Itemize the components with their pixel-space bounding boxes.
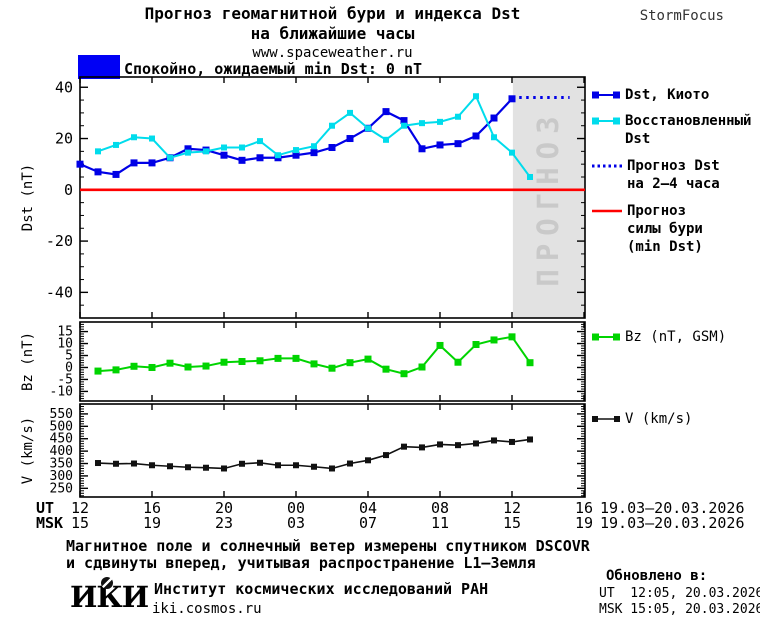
msk-row-label: MSK <box>36 514 63 532</box>
ut-date-range: 19.03–20.03.2026 <box>600 499 745 517</box>
svg-text:-20: -20 <box>46 232 73 250</box>
dst-restored-legend-swatch <box>592 117 620 125</box>
msk-tick: 19 <box>575 514 593 532</box>
svg-text:0: 0 <box>65 360 73 375</box>
msk-tick: 11 <box>431 514 449 532</box>
chart-header: Прогноз геомагнитной бури и индекса Dst … <box>80 4 585 61</box>
msk-tick: 07 <box>359 514 377 532</box>
svg-text:550: 550 <box>50 407 73 422</box>
dst-forecast-legend-swatch <box>592 164 622 168</box>
dst-restored-series <box>95 93 533 180</box>
ut-tick: 08 <box>431 499 449 517</box>
legend-item-dst-kyoto: Dst, Киото <box>592 86 709 104</box>
legend-label: Восстановленный Dst <box>625 113 752 147</box>
ut-tick: 12 <box>503 499 521 517</box>
forecast-band <box>512 77 585 318</box>
msk-tick: 23 <box>215 514 233 532</box>
dst-axis-label: Dst (nT) <box>20 164 36 231</box>
updated-at-ut: UT 12:05, 20.03.2026 <box>599 586 760 601</box>
ut-tick: 20 <box>215 499 233 517</box>
svg-text:0: 0 <box>64 181 73 199</box>
page-subtitle: на ближайшие часы <box>250 24 415 43</box>
legend-label: Прогноз Dst на 2–4 часа <box>627 158 720 192</box>
measurement-note-line2: и сдвинуты вперед, учитывая распростране… <box>66 554 536 572</box>
svg-text:-5: -5 <box>57 372 73 387</box>
updated-at-label: Обновлено в: <box>606 568 708 584</box>
legend-label: Bz (nT, GSM) <box>625 329 727 345</box>
legend-label: Dst, Киото <box>625 87 710 103</box>
storm-forecast-legend-swatch <box>592 209 622 213</box>
ut-tick: 04 <box>359 499 377 517</box>
svg-text:40: 40 <box>55 78 73 96</box>
msk-tick: 15 <box>503 514 521 532</box>
bz-series <box>94 333 534 378</box>
ut-tick: 16 <box>143 499 161 517</box>
forecast-band-label: ПРОГНОЗ <box>531 108 565 286</box>
storm-status-label: Спокойно, ожидаемый min Dst: 0 nT <box>124 60 423 78</box>
bz-axis-label: Bz (nT) <box>20 332 36 391</box>
legend-item-v: V (km/s) <box>592 410 692 428</box>
legend-item-storm-forecast: Прогноз силы бури (min Dst) <box>592 202 703 256</box>
svg-text:350: 350 <box>50 457 73 472</box>
svg-text:450: 450 <box>50 432 73 447</box>
website-url: www.spaceweather.ru <box>252 45 413 61</box>
brand-label: StormFocus <box>639 8 724 24</box>
iki-logo-slashed-circle-icon <box>101 577 113 589</box>
iki-logo: ИКИ <box>70 577 149 614</box>
legend-label: V (km/s) <box>625 411 693 427</box>
svg-text:250: 250 <box>50 481 73 496</box>
legend-item-dst-forecast: Прогноз Dst на 2–4 часа <box>592 157 720 193</box>
svg-text:15: 15 <box>57 325 73 340</box>
msk-tick: 15 <box>71 514 89 532</box>
svg-text:300: 300 <box>50 469 73 484</box>
v-legend-swatch <box>592 416 620 422</box>
v-axis-label: V (km/s) <box>20 417 36 484</box>
svg-text:-40: -40 <box>46 283 73 301</box>
institute-site-url: iki.cosmos.ru <box>152 601 262 617</box>
dst-kyoto-legend-swatch <box>592 91 620 99</box>
updated-at-msk: MSK 15:05, 20.03.2026 <box>599 602 760 617</box>
v-series <box>95 436 533 472</box>
msk-tick: 19 <box>143 514 161 532</box>
storm-level-indicator <box>78 55 120 79</box>
legend-label: Прогноз силы бури (min Dst) <box>627 203 703 255</box>
svg-text:400: 400 <box>50 444 73 459</box>
ut-tick: 16 <box>575 499 593 517</box>
legend-item-dst-restored: Восстановленный Dst <box>592 112 751 148</box>
dst-kyoto-series <box>76 95 516 178</box>
svg-text:500: 500 <box>50 419 73 434</box>
measurement-note-line1: Магнитное поле и солнечный ветер измерен… <box>66 537 590 555</box>
bz-legend-swatch <box>592 333 620 341</box>
ut-tick: 00 <box>287 499 305 517</box>
svg-text:10: 10 <box>57 337 73 352</box>
ut-tick: 12 <box>71 499 89 517</box>
msk-date-range: 19.03–20.03.2026 <box>600 514 745 532</box>
msk-tick: 03 <box>287 514 305 532</box>
institute-name: Институт космических исследований РАН <box>154 580 489 598</box>
legend-item-bz: Bz (nT, GSM) <box>592 328 726 346</box>
svg-text:5: 5 <box>65 349 73 364</box>
svg-text:20: 20 <box>55 130 73 148</box>
dst-plot: ПРОГНОЗ -40 -20 0 20 40 Dst (nT) <box>20 76 586 319</box>
page-title: Прогноз геомагнитной бури и индекса Dst <box>144 4 521 23</box>
svg-text:-10: -10 <box>50 384 73 399</box>
ut-row-label: UT <box>36 499 54 517</box>
